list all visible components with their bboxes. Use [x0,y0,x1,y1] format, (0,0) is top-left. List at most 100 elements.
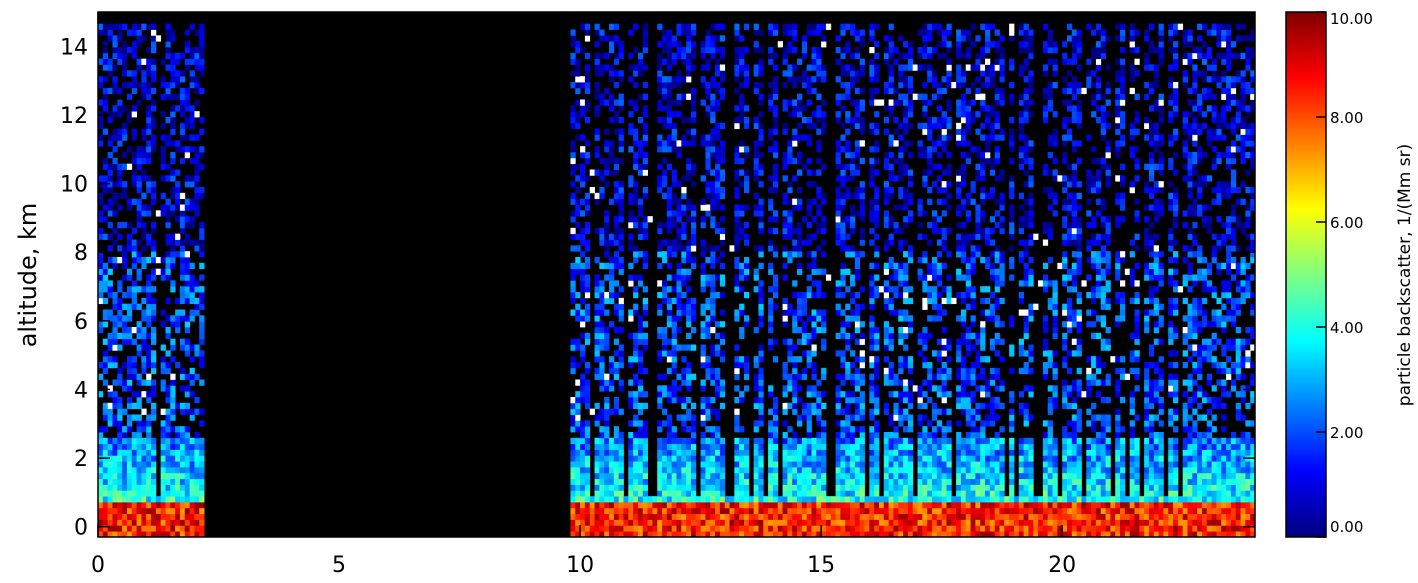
heatmap-cell [662,169,668,176]
heatmap-cell [932,70,938,77]
heatmap-cell [642,449,648,456]
heatmap-cell [850,531,856,538]
heatmap-cell [927,64,933,71]
heatmap-cell [743,321,750,328]
heatmap-cell [936,420,943,427]
heatmap-cell [840,420,846,427]
heatmap-cell [609,478,615,485]
heatmap-cell [189,52,195,60]
heatmap-cell [705,402,711,410]
heatmap-cell [613,525,620,532]
heatmap-cell [922,338,928,345]
heatmap-cell [637,478,644,485]
heatmap-cell [932,274,938,281]
heatmap-cell [676,513,682,520]
heatmap-cell [719,391,726,398]
heatmap-cell [141,449,147,456]
heatmap-cell [609,461,615,468]
heatmap-cell [739,52,745,60]
heatmap-cell [854,99,861,106]
heatmap-cell [102,426,109,433]
heatmap-cell [859,117,865,124]
heatmap-cell [724,531,730,538]
heatmap-cell [739,502,745,509]
heatmap-cell [883,286,890,293]
heatmap-cell [690,140,697,147]
heatmap-cell [599,292,605,299]
heatmap-cell [816,443,822,450]
heatmap-cell [753,327,759,334]
heatmap-cell [874,385,880,392]
heatmap-cell [797,122,803,130]
heatmap-cell [141,327,147,334]
heatmap-cell [637,58,644,65]
heatmap-cell [686,455,692,462]
heatmap-cell [151,23,157,30]
heatmap-cell [599,169,605,176]
heatmap-cell [199,437,205,445]
heatmap-cell [946,478,952,485]
heatmap-cell [903,490,909,497]
heatmap-cell [922,402,928,410]
heatmap-cell [768,227,774,235]
heatmap-cell [700,47,706,54]
heatmap-cell [743,478,750,485]
heatmap-cell [854,531,861,538]
heatmap-cell [739,484,745,491]
heatmap-cell [705,455,711,462]
heatmap-cell [907,472,914,480]
heatmap-cell [199,321,205,328]
heatmap-cell [146,391,152,398]
heatmap-cell [705,367,711,375]
heatmap-cell [705,449,711,456]
heatmap-cell [179,99,186,106]
heatmap-cell [734,315,740,322]
heatmap-cell [888,309,894,316]
heatmap-cell [797,245,803,252]
heatmap-cell [840,391,846,398]
heatmap-cell [927,502,933,509]
heatmap-cell [199,496,205,503]
heatmap-cell [613,507,620,515]
heatmap-cell [854,437,861,445]
heatmap-cell [893,531,899,538]
heatmap-cell [941,437,947,445]
heatmap-cell [98,122,104,130]
heatmap-cell [657,222,663,229]
heatmap-cell [642,437,648,445]
heatmap-cell [768,525,774,532]
heatmap-cell [184,134,190,141]
heatmap-cell [112,87,118,95]
heatmap-cell [599,356,605,363]
heatmap-cell [854,513,861,520]
heatmap-cell [199,490,205,497]
heatmap-cell [666,111,673,118]
heatmap-cell [710,379,716,386]
heatmap-cell [642,122,648,130]
heatmap-cell [801,332,808,340]
heatmap-cell [633,222,639,229]
heatmap-cell [835,117,841,124]
heatmap-cell [927,432,933,439]
heatmap-cell [883,222,890,229]
heatmap-cell [874,513,880,520]
heatmap-cell [666,519,673,526]
heatmap-cell [141,362,147,369]
heatmap-cell [126,414,133,421]
heatmap-cell [165,478,171,485]
heatmap-cell [797,309,803,316]
heatmap-cell [604,262,610,270]
heatmap-cell [136,35,142,42]
heatmap-cell [165,93,171,100]
heatmap-cell [797,152,803,159]
heatmap-cell [599,64,605,71]
heatmap-cell [112,513,118,520]
heatmap-cell [623,502,629,509]
heatmap-cell [768,437,774,445]
heatmap-cell [633,350,639,357]
heatmap-cell [835,467,841,474]
heatmap-cell [893,128,899,135]
heatmap-cell [570,362,576,369]
heatmap-cell [946,204,952,211]
heatmap-cell [676,82,682,89]
